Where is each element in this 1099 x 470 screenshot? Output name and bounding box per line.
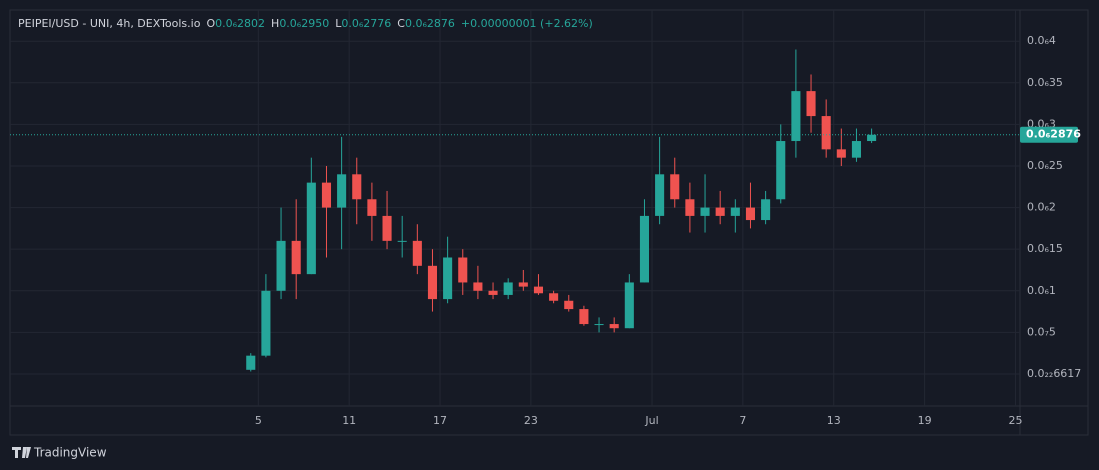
x-tick-label: 11 (342, 414, 356, 427)
candle-body (427, 265, 438, 300)
y-tick-label: 0.0₇5 (1027, 325, 1056, 338)
candle-body (715, 207, 725, 216)
candle-body (821, 116, 831, 150)
header-l-key: L (335, 17, 342, 30)
candle-body (488, 290, 498, 295)
x-tick-label: 25 (1008, 414, 1022, 427)
candle-body (730, 207, 740, 216)
candle-body (503, 282, 513, 295)
header-change: +0.00000001 (+2.62%) (461, 17, 593, 30)
candle-body (851, 141, 862, 158)
header: PEIPEI/USD - UNI, 4h, DEXTools.io O0.0₆28… (18, 17, 593, 30)
candle-body (594, 324, 604, 326)
brand: TradingView (33, 446, 107, 460)
x-tick-label: 5 (255, 414, 262, 427)
y-tick-label: 0.0₆35 (1027, 76, 1063, 89)
candle-body (624, 282, 634, 329)
candle-body (761, 199, 771, 221)
last-price-box (1020, 126, 1078, 143)
candle-body (564, 300, 574, 310)
candle-body (291, 240, 301, 275)
candle-body (867, 134, 877, 142)
candle-body (246, 355, 256, 370)
chart-frame (9, 9, 1089, 436)
y-tick-label: 0.0₆4 (1027, 34, 1056, 47)
y-tick-label: 0.0₆1 (1027, 284, 1056, 297)
candle-body (533, 286, 544, 294)
candle-body (609, 324, 619, 329)
header-symbol: PEIPEI/USD - UNI, 4h, DEXTools.io (18, 17, 201, 30)
candle-body (458, 257, 468, 283)
brand-logo (12, 447, 31, 458)
header-c-key: C (397, 17, 405, 30)
candle-body (776, 141, 786, 200)
candle-body (549, 293, 559, 301)
header-close: 0.0₆2876 (405, 17, 455, 30)
last-price-label: 0.0₆2876 (1026, 128, 1081, 141)
header-o-key: O (206, 17, 215, 30)
header-high: 0.0₆2950 (279, 17, 329, 30)
candle-body (685, 199, 695, 216)
candle-body (473, 282, 483, 291)
header-low: 0.0₆2776 (341, 17, 391, 30)
y-tick-label: 0.0₆15 (1027, 242, 1063, 255)
candle-body (306, 182, 316, 275)
candle-body (412, 240, 422, 266)
x-tick-label: 17 (433, 414, 447, 427)
x-tick-label: Jul (644, 414, 658, 427)
candle-body (518, 282, 528, 287)
header-open: 0.0₆2802 (215, 17, 265, 30)
candle-body (443, 257, 453, 300)
candle-body (276, 240, 286, 291)
y-tick-label: 0.0₂₂6617 (1027, 367, 1081, 380)
x-tick-label: 13 (827, 414, 841, 427)
y-tick-label: 0.0₆25 (1027, 159, 1063, 172)
candle-body (337, 174, 347, 208)
candle-body (352, 174, 362, 200)
candle-body (261, 290, 271, 356)
x-tick-label: 7 (739, 414, 746, 427)
candle-body (579, 309, 589, 325)
candle-body (670, 174, 680, 200)
x-tick-label: 23 (524, 414, 538, 427)
candle-body (382, 215, 392, 241)
header-h-key: H (271, 17, 279, 30)
candle-body (700, 207, 710, 216)
candle-body (806, 91, 816, 117)
candle-body (745, 207, 756, 221)
y-tick-label: 0.0₆2 (1027, 201, 1056, 214)
candle-body (791, 91, 801, 142)
candle-body (836, 149, 846, 158)
candle-body (367, 199, 377, 216)
candle-body (321, 182, 332, 208)
candle-body (655, 174, 665, 216)
candle-body (639, 215, 650, 283)
candles: 0.0₆2876 (10, 49, 1081, 372)
candle-body (397, 240, 407, 242)
x-tick-label: 19 (918, 414, 932, 427)
